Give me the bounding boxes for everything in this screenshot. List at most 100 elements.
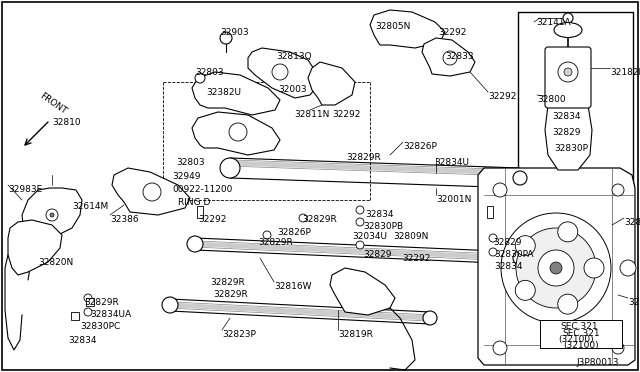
Circle shape (356, 241, 364, 249)
Text: J3P80013: J3P80013 (576, 358, 618, 367)
Circle shape (501, 213, 611, 323)
Text: 32614M: 32614M (72, 202, 108, 211)
Text: 32949: 32949 (172, 172, 200, 181)
Text: 32829R: 32829R (302, 215, 337, 224)
Text: 32292: 32292 (332, 110, 360, 119)
Text: 32829: 32829 (552, 128, 580, 137)
Circle shape (50, 213, 54, 217)
Text: 32826P: 32826P (277, 228, 311, 237)
Bar (540, 320, 622, 348)
Circle shape (84, 308, 92, 316)
Text: 32292: 32292 (488, 92, 516, 101)
Text: 32820N: 32820N (38, 258, 73, 267)
Text: 32829R: 32829R (210, 278, 244, 287)
Circle shape (143, 183, 161, 201)
Ellipse shape (554, 22, 582, 38)
Polygon shape (22, 188, 82, 252)
Bar (487, 206, 493, 218)
Text: 32983E: 32983E (8, 185, 42, 194)
Text: 32834: 32834 (494, 262, 522, 271)
Text: (32100): (32100) (563, 341, 599, 350)
Text: 32833: 32833 (445, 52, 474, 61)
Text: SEC.321: SEC.321 (560, 322, 598, 331)
Text: 32811N: 32811N (294, 110, 330, 119)
Circle shape (563, 13, 573, 23)
Circle shape (299, 214, 307, 222)
Circle shape (187, 236, 203, 252)
Text: 32834: 32834 (552, 112, 580, 121)
Circle shape (493, 341, 507, 355)
Text: 32829R: 32829R (258, 238, 292, 247)
Text: 32141A: 32141A (536, 18, 571, 27)
Circle shape (423, 311, 437, 325)
Text: FRONT: FRONT (38, 91, 68, 116)
Circle shape (272, 64, 288, 80)
Polygon shape (330, 268, 395, 315)
Text: 00922-11200: 00922-11200 (172, 185, 232, 194)
Circle shape (515, 236, 535, 256)
Circle shape (557, 222, 578, 242)
Text: RING D: RING D (178, 198, 211, 207)
Text: 32001N: 32001N (436, 195, 472, 204)
Bar (71, 312, 79, 320)
Polygon shape (192, 112, 280, 155)
Text: 32834: 32834 (68, 336, 97, 345)
Text: 32292: 32292 (402, 254, 430, 263)
Polygon shape (248, 48, 318, 98)
Text: 32292: 32292 (438, 28, 467, 37)
Text: 32829: 32829 (493, 238, 522, 247)
Circle shape (620, 260, 636, 276)
Text: 32803: 32803 (176, 158, 205, 167)
Text: 32816W: 32816W (274, 282, 312, 291)
Polygon shape (112, 168, 190, 215)
Text: 32292: 32292 (198, 215, 227, 224)
Text: 32823P: 32823P (222, 330, 256, 339)
Circle shape (538, 250, 574, 286)
Circle shape (557, 294, 578, 314)
Circle shape (195, 73, 205, 83)
Polygon shape (308, 62, 355, 105)
Text: SEC.321: SEC.321 (562, 329, 600, 338)
Text: 32834U: 32834U (434, 158, 469, 167)
Text: 32903: 32903 (220, 28, 248, 37)
Text: 32830PB: 32830PB (363, 222, 403, 231)
Text: 32829R: 32829R (84, 298, 119, 307)
Text: 32830PA: 32830PA (494, 250, 534, 259)
Circle shape (220, 32, 232, 44)
Text: 32386: 32386 (110, 215, 139, 224)
Text: 32830P: 32830P (554, 144, 588, 153)
Text: 32829R: 32829R (213, 290, 248, 299)
Circle shape (515, 280, 535, 300)
Polygon shape (422, 38, 475, 76)
Text: 32805N: 32805N (375, 22, 410, 31)
Text: 32834UA: 32834UA (90, 310, 131, 319)
Text: 32829: 32829 (363, 250, 392, 259)
Circle shape (356, 218, 364, 226)
Text: 32830PC: 32830PC (80, 322, 120, 331)
Text: 32999M: 32999M (628, 298, 640, 307)
Text: 32809N: 32809N (393, 232, 428, 241)
Circle shape (558, 62, 578, 82)
Text: 32834P: 32834P (624, 218, 640, 227)
Circle shape (489, 234, 497, 242)
Text: 32803: 32803 (195, 68, 223, 77)
Circle shape (46, 209, 58, 221)
Circle shape (220, 158, 240, 178)
Polygon shape (545, 105, 592, 170)
Circle shape (513, 171, 527, 185)
Circle shape (516, 228, 596, 308)
Circle shape (229, 123, 247, 141)
Circle shape (443, 51, 457, 65)
Circle shape (612, 184, 624, 196)
Circle shape (263, 231, 271, 239)
Text: 32829R: 32829R (346, 153, 381, 162)
Circle shape (612, 342, 624, 354)
Text: 32800: 32800 (537, 95, 566, 104)
Text: 32034U: 32034U (352, 232, 387, 241)
Text: 32813Q: 32813Q (276, 52, 312, 61)
Circle shape (513, 251, 527, 265)
Text: (32100): (32100) (558, 335, 594, 344)
Polygon shape (370, 10, 445, 48)
Circle shape (564, 68, 572, 76)
Circle shape (84, 294, 92, 302)
